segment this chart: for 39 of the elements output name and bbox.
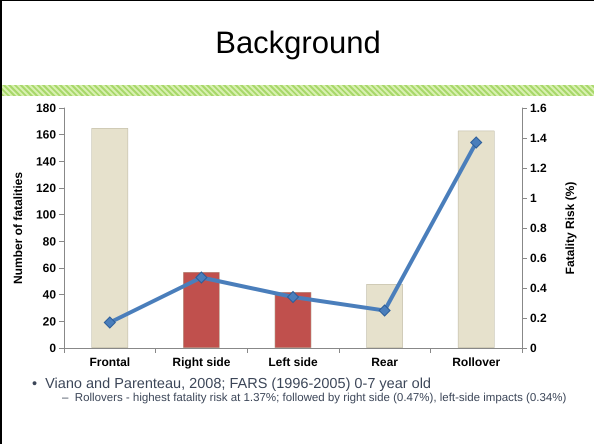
x-tick-label: Left side (268, 355, 318, 369)
x-tick-label: Right side (172, 355, 231, 369)
y-tick-label: 100 (36, 208, 56, 222)
x-tick-label: Frontal (89, 355, 130, 369)
y-axis-title: Number of fatalities (11, 172, 25, 284)
y-tick-label: 140 (36, 154, 56, 168)
y2-tick-label: 1 (530, 191, 537, 205)
y2-tick-label: 0.8 (530, 221, 548, 235)
y2-tick-label: 0.2 (530, 311, 548, 325)
bar (458, 130, 495, 348)
point (287, 291, 299, 303)
chart-title: Background (214, 24, 382, 62)
y2-tick-label: 1.6 (530, 101, 548, 115)
text: – Rollovers - highest fatality risk at 1.37%; followed by right side (0.47%), left-side impacts (0.34%) (61, 392, 568, 404)
y-tick-label: 20 (42, 314, 56, 328)
point (104, 316, 116, 328)
point (195, 272, 208, 284)
x-tick-label: Rollover (452, 355, 501, 369)
bar (183, 272, 220, 348)
bar (274, 292, 312, 348)
y-tick-label: 80 (42, 234, 56, 248)
y2-axis-title: Fatality Risk (%) (563, 182, 577, 274)
y2-tick-label: 0.4 (530, 281, 548, 295)
text: • Viano and Parenteau, 2008; FARS (1996-2005) 0-7 year old (32, 376, 432, 392)
point (378, 304, 391, 316)
y-tick-label: 0 (49, 341, 56, 355)
bar (91, 128, 128, 348)
y-tick-label: 180 (36, 101, 56, 115)
y-tick-label: 40 (42, 288, 56, 302)
bar (366, 284, 403, 348)
y-tick-label: 60 (42, 261, 56, 275)
y2-tick-label: 0 (530, 341, 537, 355)
y2-tick-label: 0.6 (530, 251, 548, 265)
point (470, 136, 482, 148)
y2-tick-label: 1.2 (530, 161, 548, 175)
x-tick-label: Rear (371, 355, 398, 369)
y-tick-label: 160 (36, 128, 56, 142)
y-tick-label: 120 (36, 181, 56, 195)
y2-tick-label: 1.4 (530, 131, 548, 145)
